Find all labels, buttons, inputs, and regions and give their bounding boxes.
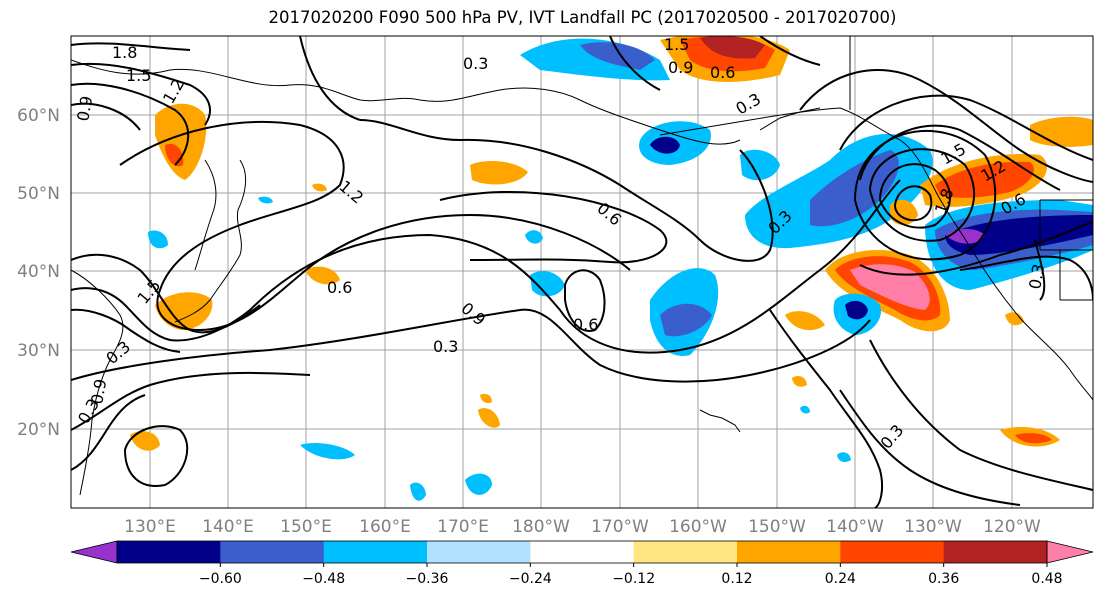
colorbar: −0.60 −0.48 −0.36 −0.24 −0.12 0.12 0.24 0.36 0.4…	[70, 540, 1094, 587]
ivt-shading	[130, 36, 1093, 501]
lon-label: 140°W	[826, 517, 884, 537]
colorbar-cell	[117, 541, 221, 563]
colorbar-cell	[840, 541, 945, 563]
colorbar-tick-label: 0.36	[928, 571, 959, 587]
lon-label: 160°W	[669, 517, 727, 537]
contour-label: 0.9	[73, 94, 96, 122]
lon-label: 140°E	[202, 517, 254, 537]
colorbar-cell	[427, 541, 531, 563]
map-content: 1.8 1.5 1.2 0.9 0.3 0.6 1.5 0.9 0.6 0.3 …	[71, 35, 1093, 508]
contour-label: 0.3	[433, 337, 458, 356]
colorbar-tick-label: −0.60	[199, 571, 242, 587]
contour-label: 0.9	[87, 377, 110, 405]
lat-label: 50°N	[17, 184, 60, 204]
lat-label: 20°N	[17, 420, 60, 440]
map-border	[70, 35, 1094, 509]
map-title: 2017020200 F090 500 hPa PV, IVT Landfall…	[268, 8, 897, 27]
colorbar-tick-label: 0.24	[825, 571, 856, 587]
graticule	[71, 36, 1093, 508]
contour-label: 0.6	[573, 315, 598, 334]
colorbar-tick-label: −0.24	[509, 571, 552, 587]
colorbar-tick-label: −0.12	[612, 571, 655, 587]
lat-label: 30°N	[17, 341, 60, 361]
lat-label: 60°N	[17, 106, 60, 126]
colorbar-extend-low	[71, 541, 117, 563]
lon-label: 170°W	[591, 517, 649, 537]
lon-label: 130°E	[124, 517, 176, 537]
contour-label: 1.5	[664, 35, 689, 54]
colorbar-cell	[323, 541, 428, 563]
colorbar-cell	[737, 541, 841, 563]
lon-label: 170°E	[437, 517, 489, 537]
contour-label: 0.9	[668, 58, 693, 77]
colorbar-tick-label: −0.36	[406, 571, 449, 587]
coastlines	[71, 36, 1093, 496]
lon-label: 180°W	[512, 517, 570, 537]
colorbar-tick-label: 0.12	[721, 571, 752, 587]
lon-label: 120°W	[983, 517, 1041, 537]
lon-label: 150°W	[748, 517, 806, 537]
pv-contours	[71, 36, 1093, 508]
contour-label: 0.3	[463, 54, 488, 73]
contour-label: 0.3	[1025, 262, 1048, 290]
latitude-labels: 60°N 50°N 40°N 30°N 20°N	[17, 106, 60, 440]
lon-label: 160°E	[359, 517, 411, 537]
lon-label: 130°W	[904, 517, 962, 537]
colorbar-tick-label: −0.48	[302, 571, 345, 587]
contour-label: 0.6	[710, 63, 735, 82]
contour-label: 1.8	[112, 43, 137, 62]
colorbar-extend-high	[1047, 541, 1093, 563]
colorbar-tick-label: 0.48	[1031, 571, 1062, 587]
colorbar-cell	[633, 541, 738, 563]
contour-label: 1.5	[126, 66, 151, 85]
longitude-labels: 130°E 140°E 150°E 160°E 170°E 180°W 170°…	[124, 517, 1041, 537]
contour-label: 0.6	[327, 278, 352, 297]
lat-label: 40°N	[17, 262, 60, 282]
colorbar-cell	[220, 541, 325, 563]
colorbar-cell	[943, 541, 1048, 563]
colorbar-cell	[530, 541, 635, 563]
lon-label: 150°E	[280, 517, 332, 537]
